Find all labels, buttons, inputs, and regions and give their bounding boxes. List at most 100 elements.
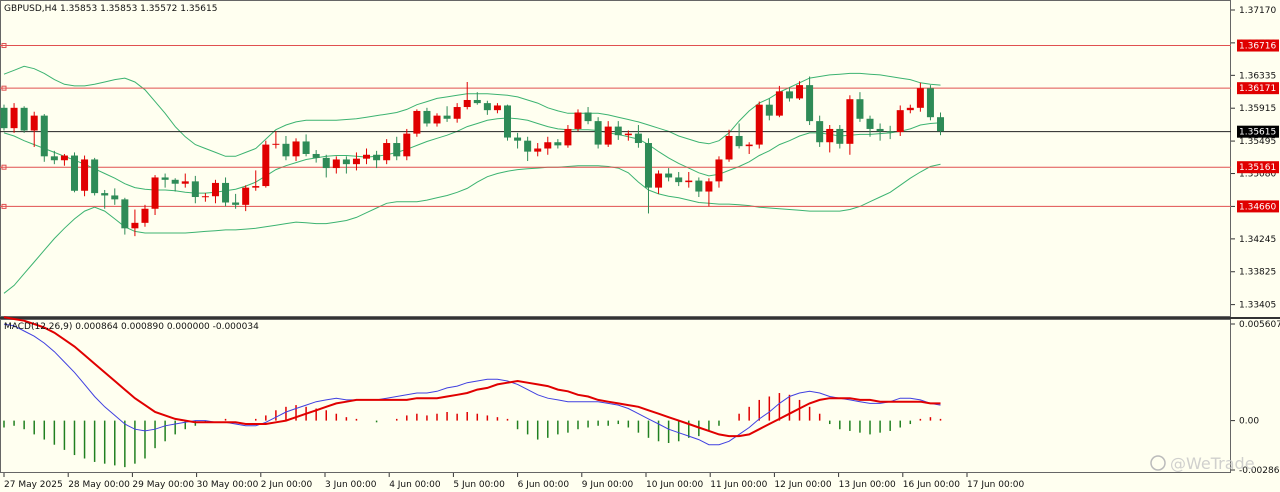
candle bbox=[383, 139, 391, 165]
candle bbox=[846, 95, 854, 155]
level-handle[interactable] bbox=[1, 164, 7, 170]
candle bbox=[816, 115, 824, 147]
candle-body bbox=[30, 115, 38, 131]
candle-body bbox=[70, 155, 78, 191]
level-price-tag bbox=[1237, 200, 1279, 213]
candle bbox=[111, 188, 119, 205]
candle bbox=[332, 156, 340, 174]
candle bbox=[393, 136, 401, 161]
candle bbox=[765, 98, 773, 121]
candle-body bbox=[796, 85, 804, 99]
candle-body bbox=[151, 177, 159, 209]
watermark-text: @WeTrade bbox=[1170, 454, 1255, 473]
candle-body bbox=[161, 177, 169, 180]
candle bbox=[906, 104, 914, 114]
price-tick-label: 1.33405 bbox=[1239, 301, 1276, 311]
level-handle[interactable] bbox=[1, 203, 7, 209]
candle bbox=[81, 155, 89, 197]
candle bbox=[403, 128, 411, 161]
time-tick-label: 27 May 2025 bbox=[4, 480, 63, 490]
level-price-label: 1.34660 bbox=[1239, 202, 1276, 212]
candle bbox=[40, 114, 48, 162]
candle bbox=[806, 76, 814, 126]
candle bbox=[222, 177, 230, 207]
candle-body bbox=[91, 159, 99, 194]
price-tick-label: 1.37170 bbox=[1239, 6, 1276, 16]
candle-body bbox=[423, 110, 431, 124]
candle bbox=[433, 113, 441, 127]
macd-tick-label: -0.002867 bbox=[1239, 466, 1280, 476]
candle-body bbox=[342, 159, 350, 165]
candle-body bbox=[393, 143, 401, 157]
candle-body bbox=[876, 128, 884, 132]
price-tick-label: 1.35915 bbox=[1239, 104, 1276, 114]
candle bbox=[322, 154, 330, 178]
candle-body bbox=[50, 156, 58, 161]
candle bbox=[886, 125, 894, 140]
current-price-label: 1.35615 bbox=[1239, 128, 1276, 138]
candle bbox=[363, 148, 371, 165]
candle-body bbox=[785, 91, 793, 99]
candle bbox=[282, 135, 290, 161]
candle-body bbox=[312, 153, 320, 158]
candle bbox=[262, 140, 270, 188]
horizontal-levels[interactable]: 1.36716 1.36171 1.35161 1.34660 1.35615 bbox=[0, 39, 1279, 213]
candle bbox=[916, 82, 924, 112]
candle-body bbox=[453, 107, 461, 119]
price-tick-label: 1.36335 bbox=[1239, 71, 1276, 81]
macd-tick-label: 0.00 bbox=[1239, 417, 1259, 427]
time-tick-label: 28 May 00:00 bbox=[68, 480, 130, 490]
candle bbox=[242, 185, 250, 212]
candle-body bbox=[604, 126, 612, 145]
candle bbox=[554, 139, 562, 149]
candle bbox=[151, 175, 159, 216]
time-tick-label: 2 Jun 00:00 bbox=[261, 480, 313, 490]
level-handle[interactable] bbox=[1, 43, 7, 49]
bollinger-upper-band bbox=[3, 65, 941, 157]
level-price-label: 1.36171 bbox=[1239, 84, 1276, 94]
time-axis: 27 May 2025 28 May 00:00 29 May 00:00 30 Ma… bbox=[3, 473, 1024, 490]
candle-body bbox=[765, 104, 773, 116]
candle-body bbox=[191, 181, 199, 198]
time-tick-label: 4 Jun 00:00 bbox=[389, 480, 441, 490]
candle bbox=[91, 157, 99, 196]
watermark: @WeTrade bbox=[1150, 454, 1255, 473]
candle bbox=[614, 121, 622, 140]
candle-body bbox=[806, 85, 814, 122]
candle-body bbox=[554, 142, 562, 146]
candle-body bbox=[211, 182, 219, 197]
candle-body bbox=[926, 88, 934, 118]
level-price-tag bbox=[1237, 39, 1279, 52]
candle-body bbox=[614, 126, 622, 136]
time-tick-label: 29 May 00:00 bbox=[132, 480, 194, 490]
time-tick-label: 16 Jun 00:00 bbox=[903, 480, 960, 490]
candle bbox=[785, 87, 793, 102]
candle bbox=[453, 103, 461, 123]
candle-body bbox=[443, 115, 451, 119]
candle bbox=[20, 106, 28, 133]
candle-body bbox=[644, 143, 652, 188]
candle-body bbox=[735, 135, 743, 147]
level-handle[interactable] bbox=[1, 85, 7, 91]
candle bbox=[695, 177, 703, 198]
time-tick-label: 10 Jun 00:00 bbox=[646, 480, 703, 490]
price-tick-label: 1.35495 bbox=[1239, 137, 1276, 147]
candle bbox=[302, 134, 310, 157]
level-price-label: 1.35161 bbox=[1239, 163, 1276, 173]
candle bbox=[856, 92, 864, 122]
candle-body bbox=[524, 140, 532, 152]
time-tick-label: 9 Jun 00:00 bbox=[582, 480, 634, 490]
candle bbox=[624, 130, 632, 141]
candle-body bbox=[40, 115, 48, 157]
candle-body bbox=[10, 107, 18, 129]
candle-body bbox=[60, 155, 68, 161]
candle-body bbox=[232, 202, 240, 205]
candle-body bbox=[816, 121, 824, 143]
candle bbox=[937, 112, 945, 136]
candle bbox=[171, 178, 179, 192]
candle-body bbox=[433, 115, 441, 124]
candle bbox=[564, 125, 572, 148]
candle bbox=[634, 125, 642, 148]
candle-body bbox=[755, 104, 763, 145]
